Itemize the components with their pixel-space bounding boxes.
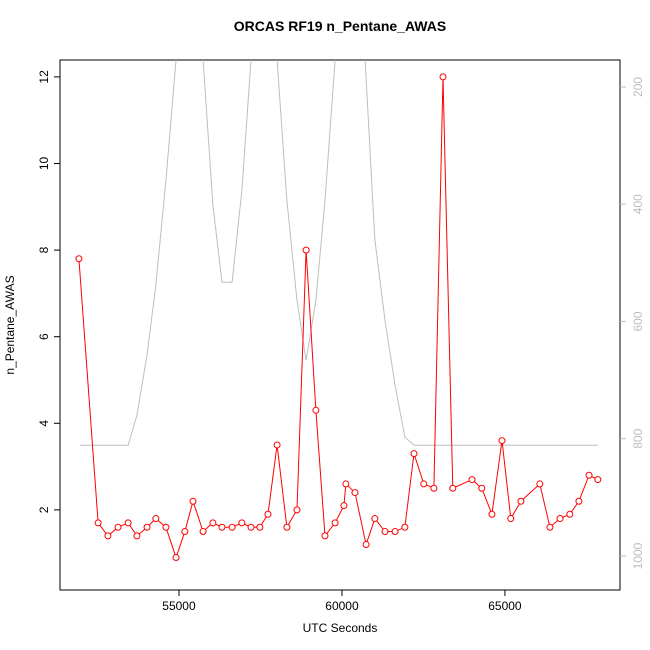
point (133, 532, 141, 540)
point (124, 519, 132, 527)
point (420, 480, 428, 488)
point (517, 497, 525, 505)
point (264, 510, 272, 518)
series-line (78, 76, 599, 560)
point (585, 471, 593, 479)
point (498, 437, 506, 445)
point (575, 497, 583, 505)
point (331, 519, 339, 527)
point (594, 476, 602, 484)
point (238, 519, 246, 527)
x-tick-label: 65000 (488, 599, 522, 613)
y-tick-label: 10 (37, 156, 51, 170)
y-tick-label: 6 (37, 333, 51, 340)
point (94, 519, 102, 527)
y2-tick-label: 400 (631, 194, 645, 214)
x-tick-label: 60000 (325, 599, 359, 613)
point (468, 476, 476, 484)
point (351, 489, 359, 497)
y-tick-label: 12 (37, 70, 51, 84)
point (312, 406, 320, 414)
y-tick-label: 8 (37, 246, 51, 253)
plot-frame (59, 59, 621, 591)
point (283, 523, 291, 531)
point (507, 515, 515, 523)
point (449, 484, 457, 492)
point (273, 441, 281, 449)
point (181, 528, 189, 536)
point (362, 541, 370, 549)
point (199, 528, 207, 536)
y-axis-label: n_Pentane_AWAS (3, 275, 17, 374)
point (342, 480, 350, 488)
y-tick-label: 4 (37, 420, 51, 427)
y2-tick-label: 800 (631, 428, 645, 448)
point (566, 510, 574, 518)
point (209, 519, 217, 527)
y2-tick-label: 200 (631, 77, 645, 97)
point (340, 502, 348, 510)
point (114, 523, 122, 531)
point (546, 523, 554, 531)
y2-tick-label: 600 (631, 311, 645, 331)
point (302, 246, 310, 254)
point (439, 73, 447, 81)
point (556, 515, 564, 523)
point (172, 554, 180, 562)
y-tick-label: 2 (37, 506, 51, 513)
point (478, 484, 486, 492)
point (371, 515, 379, 523)
point (104, 532, 112, 540)
point (536, 480, 544, 488)
x-tick-label: 55000 (162, 599, 196, 613)
point (391, 528, 399, 536)
point (247, 523, 255, 531)
point (401, 523, 409, 531)
chart-title: ORCAS RF19 n_Pentane_AWAS (234, 18, 446, 34)
point (410, 450, 418, 458)
point (293, 506, 301, 514)
point (189, 497, 197, 505)
plot-area (75, 60, 602, 562)
series-line (79, 60, 598, 446)
point (75, 255, 83, 263)
point (228, 523, 236, 531)
point (321, 532, 329, 540)
point (152, 515, 160, 523)
y2-tick-label: 1000 (631, 542, 645, 569)
point (256, 523, 264, 531)
point (381, 528, 389, 536)
point (162, 523, 170, 531)
point (218, 523, 226, 531)
point (143, 523, 151, 531)
point (430, 484, 438, 492)
point (488, 510, 496, 518)
x-axis-label: UTC Seconds (303, 621, 378, 635)
